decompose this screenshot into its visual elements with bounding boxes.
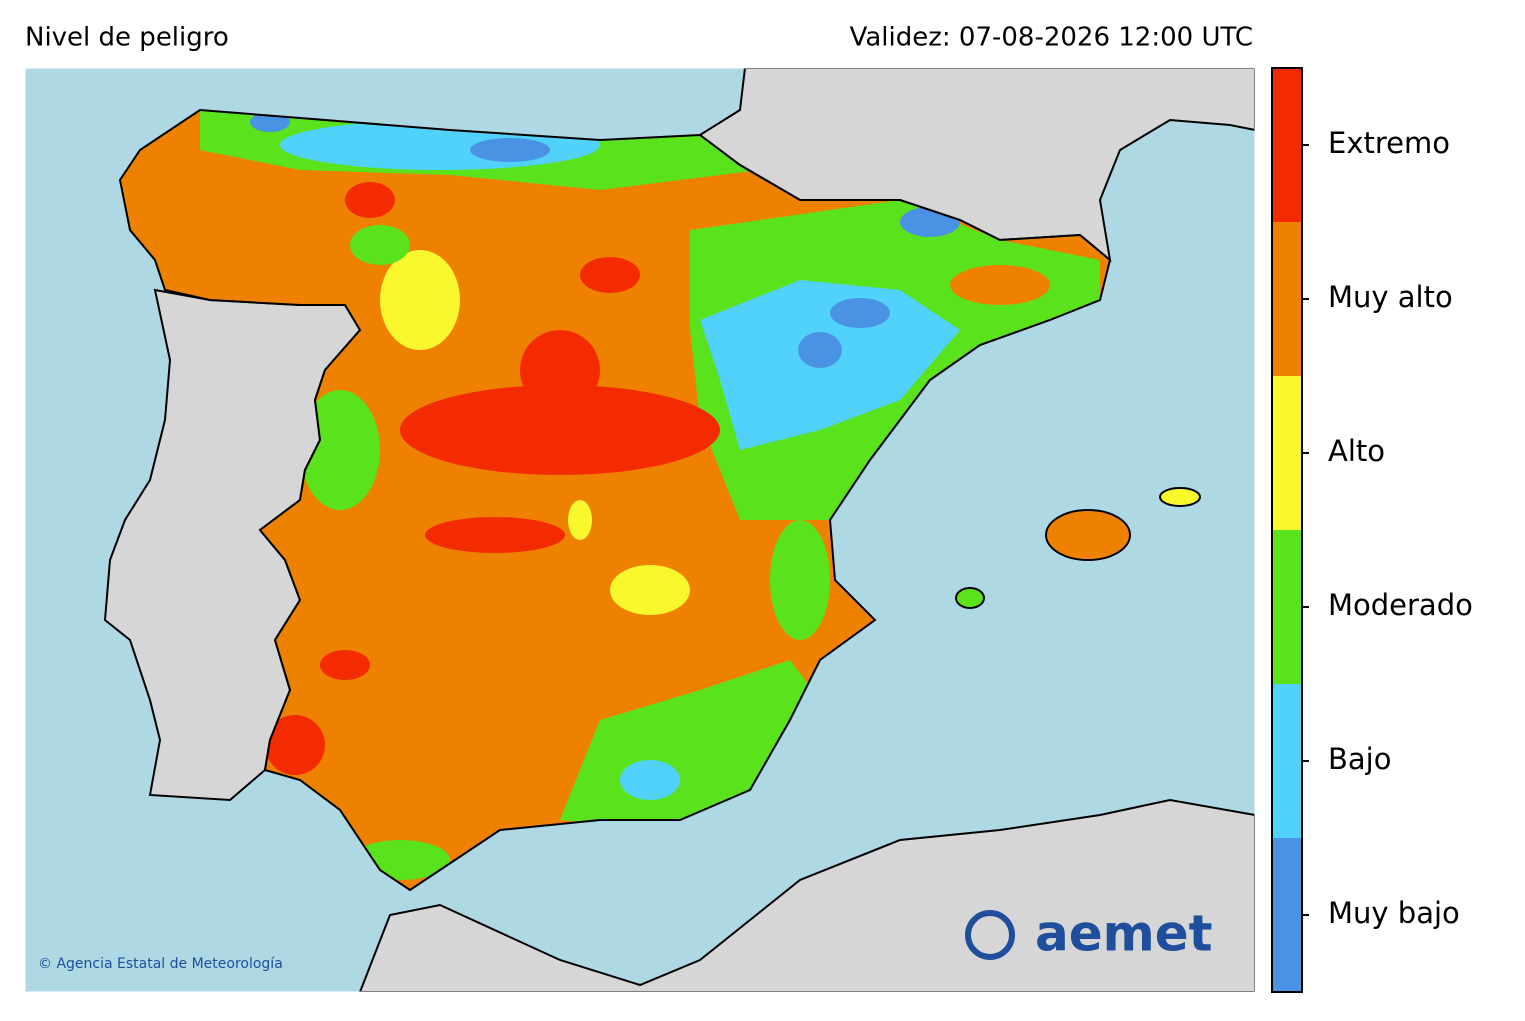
legend-swatch xyxy=(1272,530,1302,684)
legend-label: Bajo xyxy=(1328,742,1391,776)
legend-frame xyxy=(1271,67,1303,993)
logo-icon xyxy=(965,910,1015,960)
map-frame xyxy=(24,67,1256,993)
legend-swatch xyxy=(1272,68,1302,222)
legend-label: Moderado xyxy=(1328,588,1473,622)
legend-label: Alto xyxy=(1328,434,1385,468)
copyright: © Agencia Estatal de Meteorología xyxy=(38,956,283,972)
legend-swatch xyxy=(1272,222,1302,376)
mallorca xyxy=(1045,509,1131,561)
map: © Agencia Estatal de Meteorología aemet xyxy=(25,68,1255,992)
legend-swatch xyxy=(1272,376,1302,530)
legend-label: Extremo xyxy=(1328,126,1450,160)
menorca xyxy=(1159,487,1201,507)
legend-label: Muy bajo xyxy=(1328,896,1460,930)
legend-label: Muy alto xyxy=(1328,280,1453,314)
logo: aemet xyxy=(1035,905,1213,963)
validity: Validez: 07-08-2026 12:00 UTC xyxy=(850,23,1253,53)
legend-swatch xyxy=(1272,838,1302,992)
title: Nivel de peligro xyxy=(25,23,229,53)
legend-swatch xyxy=(1272,684,1302,838)
ibiza xyxy=(955,587,985,609)
africa xyxy=(358,798,1255,992)
legend: Muy bajo Bajo Moderado Alto Muy alto Extremo xyxy=(1271,67,1473,993)
